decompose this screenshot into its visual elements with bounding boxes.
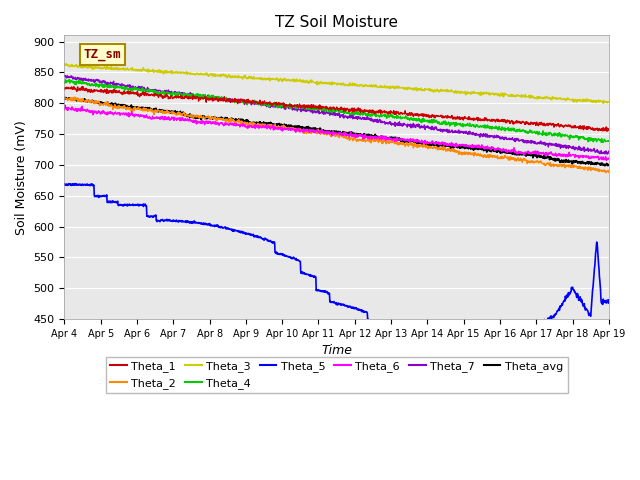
Theta_avg bbox=[61, 96, 68, 101]
Theta_4 bbox=[510, 125, 518, 131]
Theta_2 bbox=[510, 156, 518, 162]
Theta_6 bbox=[420, 138, 428, 144]
Theta_6 bbox=[275, 125, 282, 131]
Theta_5 bbox=[438, 370, 446, 376]
Theta_2 bbox=[275, 123, 282, 129]
Theta_2 bbox=[71, 94, 79, 100]
Theta_7 bbox=[275, 105, 282, 110]
Theta_4 bbox=[557, 133, 564, 139]
Theta_3 bbox=[181, 71, 189, 76]
Theta_3 bbox=[605, 99, 612, 105]
Theta_1 bbox=[603, 129, 611, 134]
Legend: Theta_1, Theta_2, Theta_3, Theta_4, Theta_5, Theta_6, Theta_7, Theta_avg: Theta_1, Theta_2, Theta_3, Theta_4, Thet… bbox=[106, 357, 568, 393]
Theta_1 bbox=[78, 84, 86, 89]
Theta_1 bbox=[288, 102, 296, 108]
Theta_1 bbox=[605, 126, 612, 132]
Theta_5 bbox=[275, 251, 282, 257]
Theta_7 bbox=[510, 137, 518, 143]
Theta_4 bbox=[181, 91, 189, 97]
Line: Theta_avg: Theta_avg bbox=[65, 97, 609, 166]
Theta_3 bbox=[288, 78, 296, 84]
Theta_avg bbox=[510, 149, 518, 155]
Theta_6 bbox=[510, 145, 518, 151]
Theta_5 bbox=[72, 181, 79, 187]
Theta_3 bbox=[61, 62, 68, 68]
Theta_6 bbox=[181, 116, 189, 121]
Theta_1 bbox=[61, 86, 68, 92]
Y-axis label: Soil Moisture (mV): Soil Moisture (mV) bbox=[15, 120, 28, 235]
Theta_1 bbox=[275, 101, 282, 107]
Theta_5 bbox=[557, 303, 565, 309]
Theta_5 bbox=[605, 300, 612, 306]
Theta_avg bbox=[420, 141, 428, 146]
Theta_4 bbox=[288, 104, 296, 109]
Theta_5 bbox=[511, 335, 518, 340]
Theta_7 bbox=[605, 148, 612, 154]
Theta_2 bbox=[181, 113, 189, 119]
Theta_6 bbox=[602, 157, 610, 163]
Theta_7 bbox=[181, 92, 189, 98]
Theta_2 bbox=[602, 170, 610, 176]
Theta_4 bbox=[275, 103, 282, 109]
Theta_3 bbox=[510, 94, 518, 99]
Theta_6 bbox=[605, 155, 612, 161]
Theta_avg bbox=[557, 159, 564, 165]
Line: Theta_5: Theta_5 bbox=[65, 184, 609, 373]
Line: Theta_3: Theta_3 bbox=[65, 64, 609, 103]
Theta_2 bbox=[61, 96, 68, 101]
Line: Theta_4: Theta_4 bbox=[65, 79, 609, 143]
Theta_7 bbox=[61, 72, 68, 78]
Theta_1 bbox=[510, 119, 518, 125]
Theta_1 bbox=[420, 111, 428, 117]
Theta_2 bbox=[557, 162, 564, 168]
Theta_3 bbox=[420, 88, 428, 94]
Theta_2 bbox=[288, 126, 296, 132]
Theta_6 bbox=[557, 154, 564, 159]
Line: Theta_7: Theta_7 bbox=[65, 75, 609, 154]
Theta_avg bbox=[61, 95, 68, 100]
Theta_avg bbox=[288, 123, 296, 129]
Theta_7 bbox=[61, 72, 68, 78]
Theta_avg bbox=[275, 121, 282, 127]
Theta_2 bbox=[605, 168, 612, 174]
Theta_6 bbox=[288, 126, 296, 132]
Theta_6 bbox=[61, 107, 68, 113]
Theta_7 bbox=[604, 151, 611, 157]
Theta_avg bbox=[181, 111, 189, 117]
Theta_2 bbox=[420, 144, 428, 149]
Theta_1 bbox=[557, 123, 564, 129]
Theta_5 bbox=[181, 219, 189, 225]
Theta_4 bbox=[605, 138, 612, 144]
Theta_7 bbox=[557, 143, 564, 149]
Theta_3 bbox=[61, 61, 69, 67]
Line: Theta_1: Theta_1 bbox=[65, 86, 609, 132]
Theta_1 bbox=[181, 94, 189, 99]
Theta_4 bbox=[420, 116, 428, 122]
Theta_avg bbox=[605, 162, 612, 168]
Theta_4 bbox=[600, 140, 607, 145]
Theta_5 bbox=[288, 255, 296, 261]
Theta_6 bbox=[61, 102, 69, 108]
Title: TZ Soil Moisture: TZ Soil Moisture bbox=[275, 15, 398, 30]
Theta_3 bbox=[557, 96, 564, 101]
Theta_5 bbox=[420, 356, 428, 361]
X-axis label: Time: Time bbox=[321, 344, 352, 357]
Theta_7 bbox=[288, 104, 296, 110]
Theta_3 bbox=[600, 100, 607, 106]
Line: Theta_6: Theta_6 bbox=[65, 105, 609, 160]
Text: TZ_sm: TZ_sm bbox=[83, 48, 121, 61]
Line: Theta_2: Theta_2 bbox=[65, 97, 609, 173]
Theta_7 bbox=[420, 122, 428, 128]
Theta_3 bbox=[275, 78, 282, 84]
Theta_4 bbox=[61, 79, 68, 84]
Theta_avg bbox=[601, 163, 609, 168]
Theta_4 bbox=[65, 76, 73, 82]
Theta_5 bbox=[61, 182, 68, 188]
